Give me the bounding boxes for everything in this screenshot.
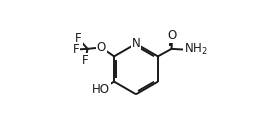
Text: N: N <box>132 37 140 50</box>
Text: F: F <box>73 43 79 56</box>
Text: HO: HO <box>92 83 110 96</box>
Text: F: F <box>82 54 89 67</box>
Text: O: O <box>168 29 177 42</box>
Text: NH$_2$: NH$_2$ <box>184 42 208 57</box>
Text: F: F <box>75 32 82 45</box>
Text: O: O <box>97 41 106 54</box>
